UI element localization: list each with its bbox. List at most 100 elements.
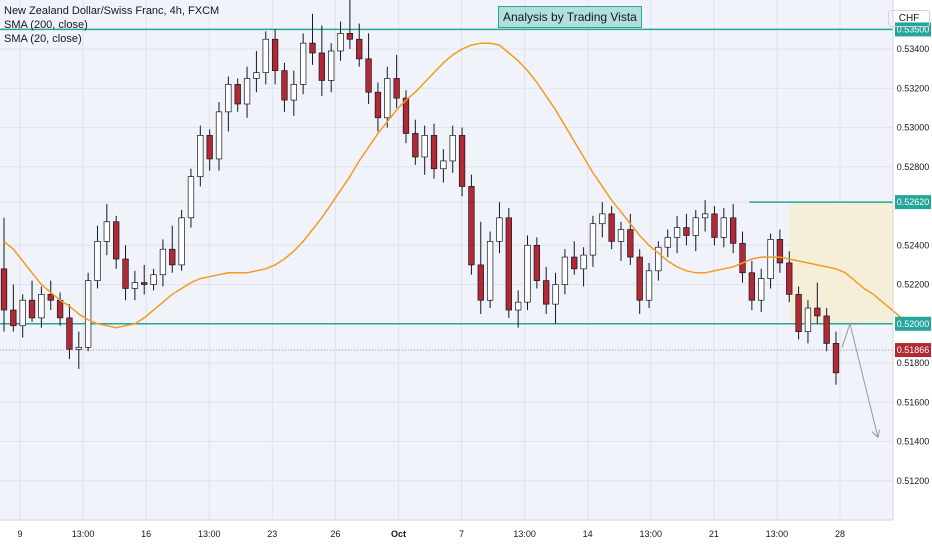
price-tick-label: 0.52800 [897,162,930,172]
candle-body [318,52,325,81]
candle-body [711,213,718,238]
candle-body [468,186,475,266]
time-tick-label: 23 [267,529,277,539]
candle-body [402,97,410,134]
time-tick-label: 14 [583,529,593,539]
candle-body [701,213,709,219]
time-axis[interactable]: 9 13:00 16 13:00 23 26 Oct 7 13:00 14 13:00 21 13:00… [17,529,845,539]
candle-body [683,227,690,236]
candle-body [486,241,494,301]
candle-body [458,135,466,187]
candle-body [440,160,447,170]
sma200-label[interactable]: SMA (200, close) [4,19,88,31]
candle-body [113,221,120,260]
symbol-title[interactable]: New Zealand Dollar/Swiss Franc, 4h, FXCM [4,5,220,17]
time-tick-label: 28 [835,529,845,539]
candle-body [281,70,288,101]
candle-body [795,293,802,332]
candle-body [103,221,110,242]
candle-body [365,58,372,93]
candle-body [430,135,438,170]
currency-button[interactable]: CHF [888,10,930,27]
price-tick-label: 0.51600 [897,397,930,407]
candle-body [758,278,765,301]
candle-body [0,268,8,311]
candle-body [589,223,597,256]
candle-body [580,254,587,270]
candle-body [496,217,503,242]
candle-body [150,274,157,285]
time-tick-label: 13:00 [198,529,221,539]
time-tick-label: 26 [330,529,340,539]
candle-body [571,256,578,270]
candle-body [309,42,316,54]
candle-body [767,239,774,279]
candle-body [730,217,737,244]
price-tick-label: 0.53000 [897,123,930,133]
time-tick-label: 13:00 [640,529,663,539]
candle-body [290,84,297,101]
level-label: 0.53500 [897,24,930,34]
candle-body [421,135,428,158]
horizontal-levels [0,28,893,351]
candle-body [346,33,354,40]
candle-body [75,346,82,350]
candle-body [636,256,643,301]
time-tick-label: 13:00 [766,529,789,539]
candle-body [178,217,185,266]
candle-body [412,133,419,158]
candle-body [215,111,223,160]
candle-body [786,262,793,295]
level-label: 0.52000 [897,319,930,329]
candle-body [328,50,335,81]
analysis-badge: Analysis by Trading Vista [498,6,642,28]
candle-body [561,256,569,285]
price-tick-label: 0.51800 [897,358,930,368]
candle-body [122,258,129,289]
forecast-path [841,321,879,438]
candle-body [552,284,559,305]
sma20-line [3,42,902,329]
candle-body [393,78,400,99]
price-axis[interactable]: 0.53500 0.53400 0.53200 0.53000 0.52800 0.526… [895,22,931,486]
chart-legend: New Zealand Dollar/Swiss Franc, 4h, FXCM… [4,4,219,46]
candle-body [38,293,45,319]
candle-body [225,84,232,113]
time-tick-label: 21 [709,529,719,539]
last-price-label: 0.51866 [897,345,930,355]
candle-body [449,135,456,162]
candle-body [599,213,606,225]
candle-body [206,135,213,160]
candle-body [692,217,699,236]
last-price-badge [895,343,931,358]
candle-body [608,213,615,242]
level-label: 0.52620 [897,197,930,207]
candle-body [664,237,671,248]
candle-body [169,248,176,266]
candle-body [543,280,550,305]
candle-body [477,264,484,301]
candle-body [384,78,391,119]
candle-body [271,38,279,71]
candle-body [515,301,522,311]
candle-body [56,299,64,319]
candle-body [159,248,167,276]
candle-body [673,227,681,238]
candle-body [720,217,727,238]
level-badge [895,22,931,37]
time-tick-label: 9 [17,529,22,539]
candle-body [10,309,17,327]
candle-body [197,135,204,177]
candle-body [141,282,148,285]
candle-body [28,299,36,319]
candle-body [19,299,26,327]
candles [0,0,840,385]
candle-body [47,293,54,301]
sma20-label[interactable]: SMA (20, close) [4,33,82,45]
candle-body [253,72,260,79]
candle-body [66,317,73,350]
candle-body [356,38,363,60]
candle-body [187,176,195,219]
price-tick-label: 0.51200 [897,476,930,486]
